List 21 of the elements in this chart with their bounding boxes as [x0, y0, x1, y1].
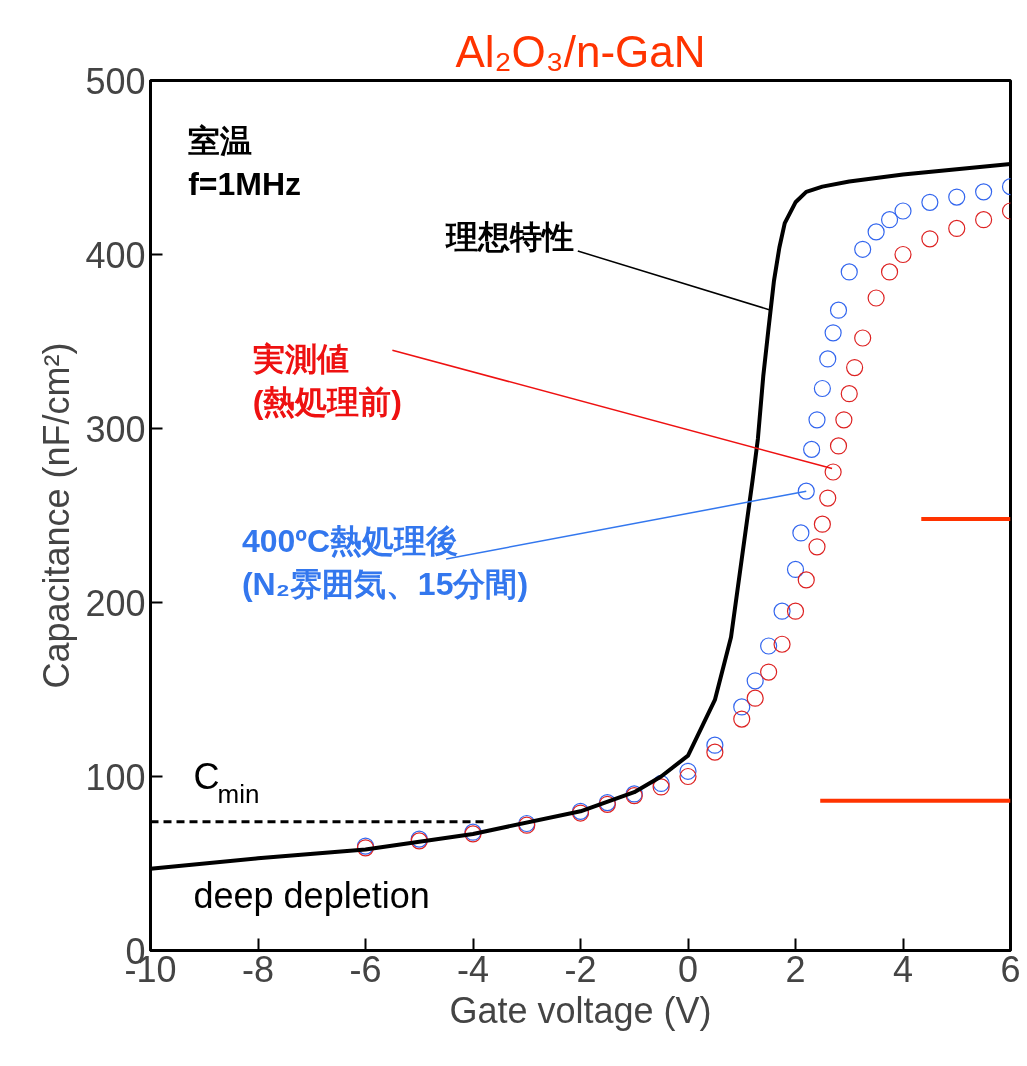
x-tick-label: 2	[785, 948, 806, 990]
x-tick-label: 6	[1000, 948, 1021, 990]
annotation: 室温 f=1MHz	[188, 123, 302, 203]
annotation: 理想特性	[445, 218, 575, 255]
x-tick-label: -4	[457, 948, 490, 990]
y-axis-title: Capacitance (nF/cm²)	[36, 342, 78, 689]
y-tick-label: 100	[85, 756, 146, 798]
x-tick-label: -2	[564, 948, 597, 990]
annotation: 400ºC熱処理後 (N₂雰囲気、15分間)	[241, 523, 529, 603]
chart-title: Al₂O₃/n-GaN	[455, 26, 706, 76]
y-tick-label: 200	[85, 582, 146, 624]
y-tick-label: 300	[85, 408, 146, 450]
x-axis-title: Gate voltage (V)	[449, 989, 712, 1031]
annotation: 実測値 (熱処理前)	[251, 340, 402, 420]
x-tick-label: 4	[892, 948, 914, 990]
x-tick-label: 0	[677, 948, 699, 990]
x-tick-label: -6	[349, 948, 382, 990]
y-tick-label: 400	[85, 234, 146, 276]
annotation: deep depletion	[193, 874, 430, 916]
x-tick-label: -8	[242, 948, 275, 990]
y-tick-label: 500	[85, 60, 146, 102]
